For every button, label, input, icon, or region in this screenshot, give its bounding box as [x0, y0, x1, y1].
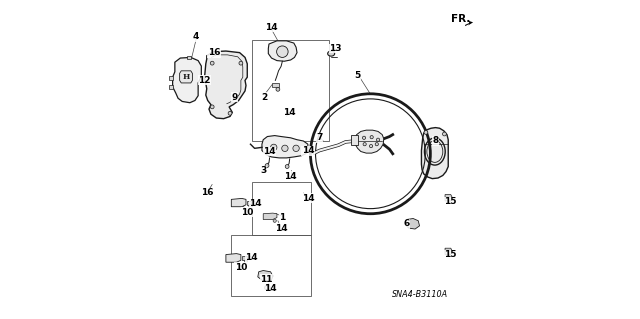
- Polygon shape: [246, 201, 252, 205]
- Polygon shape: [187, 56, 191, 59]
- Text: 15: 15: [444, 197, 456, 206]
- Polygon shape: [173, 57, 202, 103]
- Circle shape: [239, 61, 243, 65]
- Text: 14: 14: [263, 147, 276, 156]
- Text: 14: 14: [275, 224, 287, 233]
- Circle shape: [249, 204, 252, 208]
- Text: 2: 2: [261, 93, 268, 102]
- Text: 3: 3: [260, 166, 266, 175]
- Circle shape: [293, 145, 300, 152]
- Circle shape: [211, 61, 214, 65]
- Text: 14: 14: [264, 284, 277, 293]
- Circle shape: [271, 144, 277, 151]
- Polygon shape: [231, 198, 246, 207]
- Polygon shape: [263, 213, 277, 219]
- Text: 14: 14: [265, 23, 278, 32]
- Polygon shape: [351, 135, 358, 145]
- Circle shape: [244, 260, 248, 263]
- Text: 4: 4: [193, 32, 200, 41]
- Polygon shape: [465, 21, 473, 26]
- Polygon shape: [258, 271, 273, 281]
- Text: FR.: FR.: [451, 13, 471, 24]
- Circle shape: [228, 111, 232, 115]
- Text: 9: 9: [231, 93, 237, 102]
- Text: 14: 14: [301, 146, 314, 155]
- Circle shape: [273, 219, 276, 222]
- Text: 14: 14: [284, 172, 297, 181]
- Polygon shape: [271, 83, 279, 87]
- Circle shape: [362, 136, 365, 139]
- Text: 16: 16: [202, 189, 214, 197]
- Polygon shape: [268, 41, 297, 61]
- Circle shape: [276, 46, 288, 57]
- Circle shape: [363, 143, 366, 146]
- Polygon shape: [422, 128, 448, 179]
- Circle shape: [369, 145, 372, 148]
- Circle shape: [370, 136, 373, 139]
- Polygon shape: [445, 248, 452, 255]
- Text: 10: 10: [241, 208, 253, 217]
- Text: 16: 16: [208, 48, 220, 57]
- Circle shape: [276, 87, 280, 91]
- Text: 13: 13: [329, 44, 342, 53]
- Polygon shape: [404, 219, 420, 229]
- Polygon shape: [169, 76, 173, 80]
- Circle shape: [282, 145, 288, 152]
- Ellipse shape: [328, 51, 335, 56]
- Text: 8: 8: [433, 137, 438, 145]
- Text: 14: 14: [245, 253, 258, 262]
- Text: 12: 12: [198, 76, 211, 85]
- Text: 14: 14: [249, 199, 262, 208]
- Circle shape: [285, 165, 289, 168]
- Polygon shape: [445, 195, 452, 201]
- Circle shape: [264, 286, 268, 290]
- Text: 6: 6: [404, 219, 410, 228]
- Text: SNA4-B3110A: SNA4-B3110A: [392, 290, 447, 299]
- Text: 11: 11: [260, 275, 273, 284]
- Polygon shape: [169, 85, 173, 89]
- Polygon shape: [205, 51, 247, 119]
- Text: 14: 14: [301, 194, 314, 203]
- Text: 5: 5: [355, 71, 361, 80]
- Polygon shape: [262, 136, 308, 158]
- Circle shape: [376, 138, 380, 141]
- Polygon shape: [355, 130, 384, 153]
- Text: 14: 14: [284, 108, 296, 117]
- Text: 7: 7: [316, 133, 323, 142]
- Polygon shape: [242, 256, 247, 260]
- Text: 1: 1: [279, 213, 285, 222]
- Text: H: H: [182, 73, 189, 81]
- Circle shape: [375, 143, 378, 146]
- Circle shape: [265, 164, 269, 167]
- Text: 15: 15: [444, 250, 456, 259]
- Polygon shape: [226, 254, 241, 262]
- Circle shape: [442, 132, 446, 136]
- Polygon shape: [180, 71, 193, 83]
- Circle shape: [424, 130, 428, 134]
- Circle shape: [211, 105, 214, 109]
- Text: 10: 10: [235, 263, 247, 272]
